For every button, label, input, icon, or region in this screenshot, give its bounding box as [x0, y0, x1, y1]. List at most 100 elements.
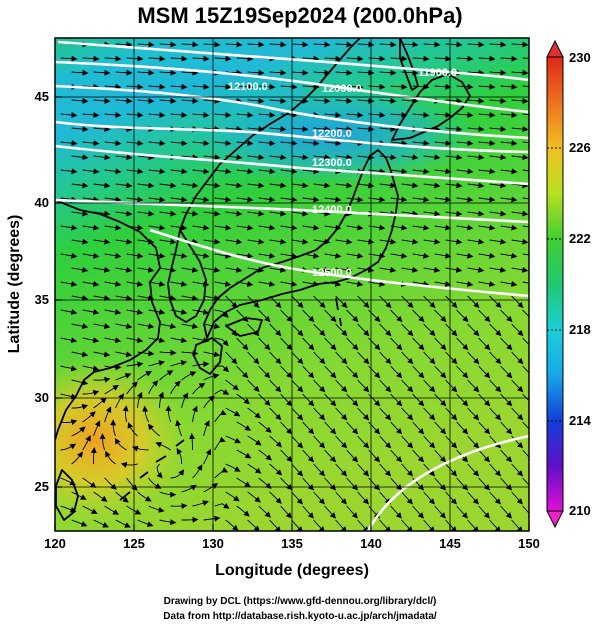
x-tick-label: 135	[281, 536, 303, 551]
streamline-arrow	[82, 365, 100, 372]
colorbar-label: 226	[569, 140, 591, 155]
streamline-arrow	[500, 55, 518, 62]
streamline-arrow	[203, 238, 221, 245]
streamline-arrow	[291, 210, 309, 217]
contour-12100	[55, 84, 529, 140]
streamline-arrow	[170, 360, 188, 367]
streamline-arrow	[280, 252, 298, 259]
contour-12000	[55, 60, 529, 114]
streamline-arrow	[500, 252, 518, 259]
streamline-arrow	[434, 449, 447, 463]
streamline-arrow	[401, 154, 419, 161]
streamline-arrow	[522, 85, 529, 87]
streamline-arrow	[203, 41, 221, 48]
streamline-arrow	[522, 57, 529, 59]
streamline-arrow	[379, 97, 397, 104]
streamline-arrow	[412, 505, 424, 519]
streamline-arrow	[247, 323, 260, 337]
streamline-arrow	[236, 365, 249, 379]
streamline-arrow	[390, 83, 408, 90]
streamline-arrow	[346, 252, 364, 259]
streamline-arrow	[225, 210, 243, 217]
streamline-arrow	[346, 477, 359, 491]
streamline-arrow	[357, 519, 369, 531]
streamline-arrow	[71, 69, 89, 76]
streamline-arrow	[456, 168, 474, 175]
streamline-arrow	[324, 309, 337, 323]
streamline-arrow	[203, 373, 220, 381]
streamline-arrow	[181, 182, 199, 189]
streamline-arrow	[489, 463, 502, 477]
streamline-arrow	[401, 182, 419, 189]
streamline-arrow	[368, 477, 381, 491]
streamline-arrow	[115, 154, 133, 161]
streamline-arrow	[225, 182, 243, 189]
streamline-arrow	[423, 407, 436, 421]
streamline-arrow	[423, 182, 441, 189]
streamline-arrow	[434, 83, 452, 90]
streamline-arrow	[137, 210, 155, 217]
streamline-arrow	[236, 168, 254, 175]
streamline-arrow	[104, 224, 122, 231]
streamline-arrow	[165, 405, 172, 423]
streamline-arrow	[291, 126, 309, 132]
streamline-arrow	[258, 393, 271, 407]
x-tick-label: 140	[360, 536, 382, 551]
cold-region	[180, 85, 480, 185]
streamline-arrow	[82, 196, 100, 203]
streamline-arrow	[181, 97, 199, 104]
streamline-arrow	[280, 140, 298, 147]
streamline-arrow	[511, 126, 529, 132]
streamline-arrow	[324, 365, 337, 379]
streamline-arrow	[115, 69, 133, 76]
streamline-arrow	[478, 337, 491, 351]
streamline-arrow	[357, 351, 370, 365]
streamline-arrow	[489, 407, 502, 421]
streamline-arrow	[181, 266, 199, 273]
streamline-arrow	[192, 500, 209, 507]
streamline-arrow	[467, 97, 485, 104]
streamline-arrow	[412, 168, 430, 175]
streamline-arrow	[302, 449, 315, 463]
streamline-arrow	[467, 323, 480, 337]
streamline-arrow	[192, 112, 210, 119]
contour-12300	[55, 144, 529, 186]
streamline-arrow	[324, 477, 337, 491]
contour-label-12500: 12500.0	[312, 267, 352, 279]
streamline-arrow	[445, 407, 458, 421]
contour-labels: 11900.0 12000.0 12100.0 12200.0 12300.0 …	[228, 67, 457, 279]
streamline-arrow	[269, 519, 282, 531]
streamline-arrow	[302, 337, 315, 351]
streamline-arrow	[467, 266, 485, 273]
streamline-arrow	[170, 503, 188, 510]
streamline-arrow	[60, 168, 78, 175]
streamline-arrow	[423, 519, 435, 531]
streamline-arrow	[357, 491, 369, 505]
streamline-arrow	[522, 309, 529, 323]
y-tick-label: 25	[35, 479, 49, 494]
streamline-arrow	[357, 295, 370, 309]
streamline-arrow	[390, 449, 403, 463]
streamline-arrow	[467, 519, 479, 531]
streamline-arrow	[159, 370, 174, 381]
streamline-arrow	[192, 140, 210, 147]
streamline-arrow	[445, 238, 463, 245]
streamline-arrow	[258, 140, 276, 147]
streamline-arrow	[93, 295, 111, 301]
streamline-arrow	[247, 182, 265, 189]
x-tick-label: 130	[202, 536, 224, 551]
streamline-arrow	[423, 463, 436, 477]
streamline-arrow	[445, 154, 463, 161]
streamline-arrow	[467, 210, 485, 217]
streamline-arrow	[412, 112, 430, 119]
streamline-arrow	[156, 463, 163, 479]
streamline-arrow	[181, 392, 189, 409]
streamline-arrow	[203, 420, 210, 437]
streamline-arrow	[467, 154, 485, 161]
streamline-arrow	[137, 69, 155, 76]
streamline-arrow	[115, 41, 133, 48]
streamline-arrow	[478, 280, 496, 287]
streamline-arrow	[258, 83, 276, 90]
streamline-arrow	[291, 69, 309, 76]
streamline-arrow	[434, 393, 447, 407]
